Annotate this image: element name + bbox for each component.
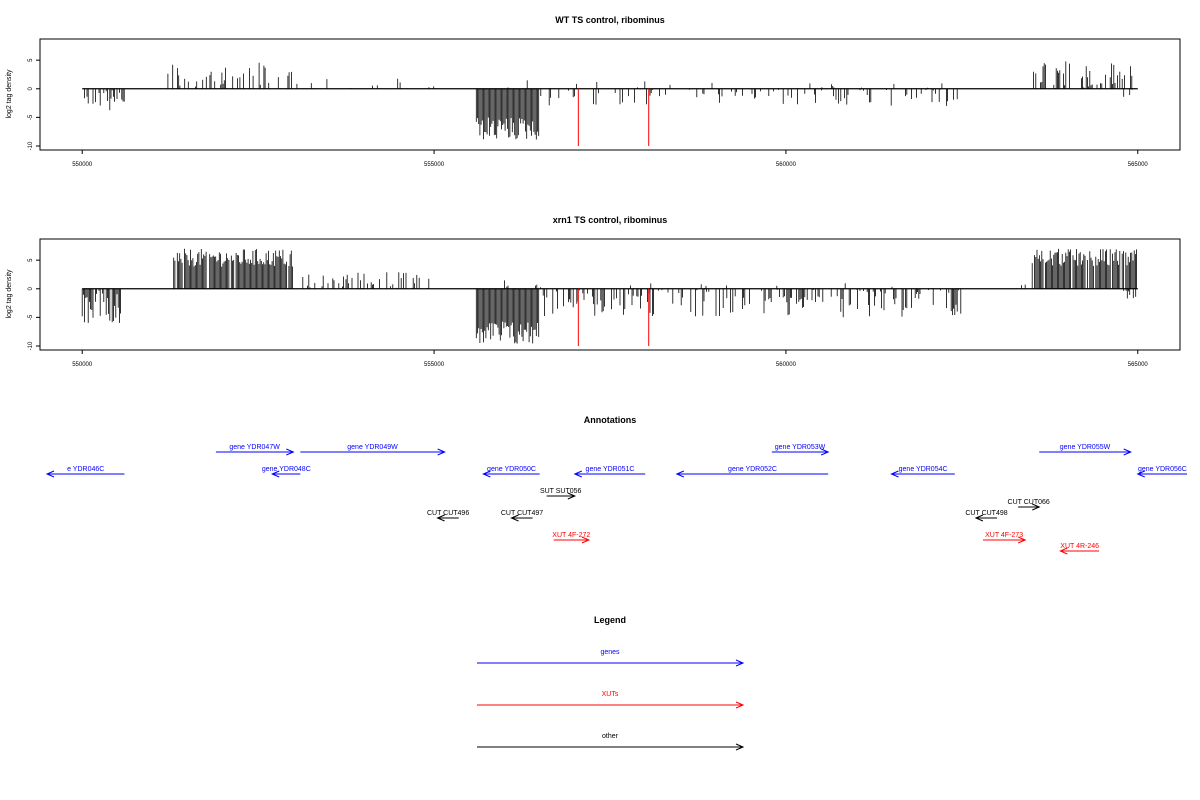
xrn1-y-axis-label: log2 tag density xyxy=(6,269,13,319)
annotations-panel: Annotations e YDR046C gene YDR047W gene YD… xyxy=(45,415,1188,555)
feature-arrow xyxy=(270,470,301,478)
x-tick-label: 550000 xyxy=(72,162,93,168)
y-tick-label: 5 xyxy=(28,258,34,262)
feature-arrow xyxy=(1136,470,1188,478)
feature-label: CUT CUT496 xyxy=(427,510,469,517)
y-tick-label: -5 xyxy=(28,314,34,320)
x-tick-label: 555000 xyxy=(424,162,445,168)
y-tick-label: -10 xyxy=(28,341,34,350)
feature-label: XUT 4F-272 xyxy=(552,532,590,539)
xrn1-track-title: xrn1 TS control, ribominus xyxy=(553,215,668,225)
feature-label: gene YDR047W xyxy=(229,444,280,451)
xrn1-plot-frame xyxy=(39,238,1181,351)
legend-label: other xyxy=(602,733,619,740)
feature-arrow xyxy=(771,448,830,456)
feature-label: CUT CUT497 xyxy=(501,510,543,517)
wt-signal-bars: 5 0 -5 -10 550000 555000 560000 565000 xyxy=(28,58,1148,168)
feature-label: gene YDR052C xyxy=(728,466,777,473)
xrn1-track-panel: xrn1 TS control, ribominus 5 0 -5 -10 550000… xyxy=(6,215,1181,368)
legend-label: XUTs xyxy=(602,691,619,698)
feature-arrow xyxy=(573,470,646,478)
feature-label: XUT 4R-246 xyxy=(1060,543,1099,550)
feature-label: SUT SUT056 xyxy=(540,488,582,495)
legend-arrow xyxy=(477,743,745,751)
feature-label: XUT 4F-273 xyxy=(985,532,1023,539)
y-tick-label: 5 xyxy=(28,58,34,62)
feature-label: gene YDR051C xyxy=(586,466,635,473)
legend-panel: Legend genes XUTs other xyxy=(477,615,745,751)
feature-arrow xyxy=(300,448,446,456)
feature-label: gene YDR053W xyxy=(775,444,826,451)
x-tick-label: 550000 xyxy=(72,362,93,368)
y-tick-label: -10 xyxy=(28,141,34,150)
feature-arrow xyxy=(510,514,533,522)
annotations-title: Annotations xyxy=(584,415,637,425)
feature-arrow xyxy=(974,514,998,522)
feature-arrow xyxy=(1018,503,1041,511)
feature-label: CUT CUT498 xyxy=(965,510,1007,517)
feature-arrow xyxy=(890,470,955,478)
xrn1-signal-bars: 5 0 -5 -10 550000 555000 560000 565000 xyxy=(28,248,1149,368)
feature-label: gene YDR048C xyxy=(262,466,311,473)
y-tick-label: -5 xyxy=(28,114,34,120)
feature-arrow xyxy=(553,536,591,544)
legend-arrow xyxy=(477,701,745,709)
wt-track-panel: WT TS control, ribominus 5 0 -5 -10 550000 55… xyxy=(6,15,1181,168)
feature-label: CUT CUT066 xyxy=(1008,499,1050,506)
legend-label: genes xyxy=(600,649,620,656)
x-tick-label: 560000 xyxy=(776,162,797,168)
feature-arrow xyxy=(675,470,829,478)
y-tick-label: 0 xyxy=(28,286,34,290)
x-tick-label: 565000 xyxy=(1128,362,1149,368)
feature-label: gene YDR054C xyxy=(899,466,948,473)
feature-label: gene YDR049W xyxy=(347,444,398,451)
annotation-features: e YDR046C gene YDR047W gene YDR048C gene YD… xyxy=(45,444,1188,555)
legend-title: Legend xyxy=(594,615,626,625)
feature-label: gene YDR056C xyxy=(1138,466,1187,473)
feature-label: e YDR046C xyxy=(67,466,104,473)
x-tick-label: 565000 xyxy=(1128,162,1149,168)
feature-arrow xyxy=(436,514,459,522)
legend-arrow xyxy=(477,659,745,667)
feature-arrow xyxy=(482,470,540,478)
x-tick-label: 555000 xyxy=(424,362,445,368)
wt-plot-frame xyxy=(39,38,1181,151)
feature-label: gene YDR055W xyxy=(1060,444,1111,451)
y-tick-label: 0 xyxy=(28,86,34,90)
feature-arrow xyxy=(546,492,577,500)
legend-items: genes XUTs other xyxy=(477,649,745,751)
feature-arrow xyxy=(45,470,125,478)
feature-arrow xyxy=(215,448,295,456)
feature-arrow xyxy=(982,536,1027,544)
feature-label: gene YDR050C xyxy=(487,466,536,473)
x-tick-label: 560000 xyxy=(776,362,797,368)
feature-arrow xyxy=(1059,547,1100,555)
wt-y-axis-label: log2 tag density xyxy=(6,69,13,119)
feature-arrow xyxy=(1039,448,1133,456)
wt-track-title: WT TS control, ribominus xyxy=(555,15,665,25)
